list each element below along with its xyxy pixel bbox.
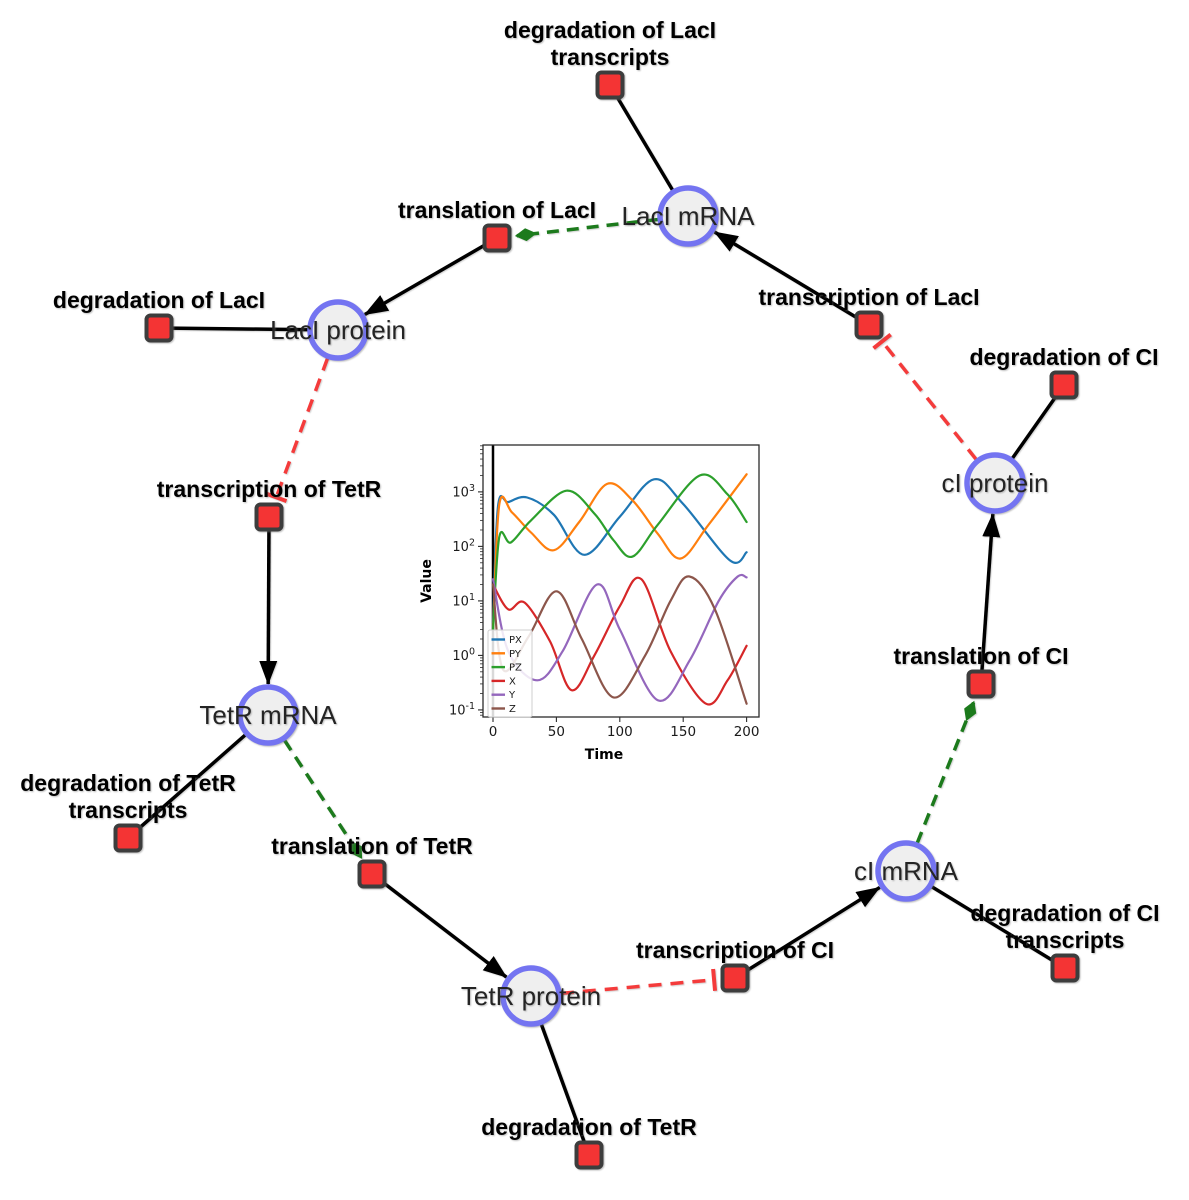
reaction-label-transl_ci-line0: translation of CI bbox=[893, 643, 1068, 669]
inset-timeseries-plot: 0 50 100 150 20010-1100101102103TimeValuePXP… bbox=[419, 444, 760, 763]
reaction-node-deg_laci bbox=[144, 313, 174, 343]
node-layer bbox=[113, 70, 1080, 1170]
legend-label-Z: Z bbox=[509, 704, 516, 715]
reaction-node-txn_ci bbox=[720, 963, 750, 993]
species-label-tetr_mrna: TetR mRNA bbox=[199, 700, 337, 730]
reaction-label-deg_tetr_tx-line0: degradation of TetR bbox=[20, 770, 236, 796]
reaction-label-deg_ci-line0: degradation of CI bbox=[969, 344, 1158, 370]
species-node-ci_mrna bbox=[875, 840, 937, 902]
reaction-node-deg_laci_tx bbox=[595, 70, 625, 100]
label-layer: degradation of LacItranscriptstranslatio… bbox=[20, 17, 1159, 1140]
species-node-tetr_mrna bbox=[237, 684, 299, 746]
edge-modifier-tetr_mrna-transl_tetr bbox=[282, 739, 363, 859]
reaction-label-deg_ci_tx-line1: transcripts bbox=[1006, 927, 1125, 953]
reaction-node-deg_ci bbox=[1049, 370, 1079, 400]
reaction-label-deg_laci-line0: degradation of LacI bbox=[53, 287, 265, 313]
x-tick-label: 150 bbox=[670, 724, 696, 740]
series-line-X bbox=[491, 576, 748, 706]
edge-modifier-laci_mrna-transl_laci bbox=[514, 217, 659, 242]
reaction-node-transl_tetr bbox=[357, 859, 387, 889]
legend-label-PZ: PZ bbox=[509, 663, 522, 674]
y-tick-label: 10-1 bbox=[449, 701, 475, 719]
series-line-PZ bbox=[491, 473, 748, 631]
edge-product-txn_ci-ci_mrna bbox=[734, 885, 881, 980]
reaction-label-deg_tetr-line0: degradation of TetR bbox=[481, 1114, 697, 1140]
edge-inhibitor-laci_prot-txn_tetr bbox=[265, 357, 330, 503]
reaction-label-transl_laci-line0: translation of LacI bbox=[398, 197, 596, 223]
reaction-node-transl_ci bbox=[966, 669, 996, 699]
y-tick-label: 102 bbox=[452, 537, 475, 555]
y-tick-label: 101 bbox=[452, 592, 475, 610]
reaction-node-deg_tetr bbox=[574, 1140, 604, 1170]
species-label-ci_prot: cI protein bbox=[942, 468, 1049, 498]
edge-product-transl_laci-laci_prot bbox=[363, 236, 498, 316]
legend-label-Y: Y bbox=[508, 690, 516, 701]
reaction-node-deg_tetr_tx bbox=[113, 823, 143, 853]
edge-product-transl_tetr-tetr_prot bbox=[370, 872, 508, 979]
reaction-label-txn_laci-line0: transcription of LacI bbox=[758, 284, 979, 310]
species-label-laci_mrna: LacI mRNA bbox=[622, 201, 756, 231]
y-tick-label: 103 bbox=[452, 483, 475, 501]
reaction-node-deg_ci_tx bbox=[1050, 953, 1080, 983]
reaction-node-transl_laci bbox=[482, 223, 512, 253]
edge-inhibitor-ci_prot-txn_laci bbox=[872, 332, 978, 461]
edge-product-txn_laci-laci_mrna bbox=[713, 230, 870, 327]
species-label-tetr_prot: TetR protein bbox=[461, 981, 601, 1011]
edge-reactant-ci_mrna-deg_ci_tx bbox=[905, 869, 1066, 970]
series-line-PY bbox=[491, 473, 748, 631]
edge-reactant-tetr_mrna-deg_tetr_tx bbox=[126, 713, 270, 840]
reaction-label-deg_ci_tx-line0: degradation of CI bbox=[970, 900, 1159, 926]
species-node-laci_mrna bbox=[657, 185, 719, 247]
reaction-label-txn_ci-line0: transcription of CI bbox=[636, 937, 834, 963]
plot-legend: PX PY PZ XYZ bbox=[487, 629, 533, 718]
reaction-label-deg_laci_tx-line0: degradation of LacI bbox=[504, 17, 716, 43]
reaction-label-deg_tetr_tx-line1: transcripts bbox=[69, 797, 188, 823]
reaction-node-txn_laci bbox=[854, 310, 884, 340]
x-axis-label: Time bbox=[585, 747, 623, 763]
legend-label-PY: PY bbox=[509, 649, 522, 660]
reaction-label-deg_laci_tx-line1: transcripts bbox=[551, 44, 670, 70]
species-label-ci_mrna: cI mRNA bbox=[854, 856, 959, 886]
x-tick-label: 200 bbox=[734, 724, 760, 740]
y-tick-label: 100 bbox=[452, 646, 475, 664]
edge-modifier-ci_mrna-transl_ci bbox=[915, 700, 977, 844]
legend-label-PX: PX bbox=[509, 635, 522, 646]
species-node-ci_prot bbox=[964, 452, 1026, 514]
species-node-laci_prot bbox=[307, 299, 369, 361]
reaction-label-txn_tetr-line0: transcription of TetR bbox=[157, 476, 382, 502]
x-tick-label: 50 bbox=[548, 724, 565, 740]
species-node-tetr_prot bbox=[500, 965, 562, 1027]
reaction-node-txn_tetr bbox=[254, 502, 284, 532]
species-label-laci_prot: LacI protein bbox=[270, 315, 406, 345]
legend-label-X: X bbox=[509, 676, 516, 687]
edge-product-transl_ci-ci_prot bbox=[979, 512, 1001, 685]
x-tick-label: 0 bbox=[489, 724, 498, 740]
x-tick-label: 100 bbox=[607, 724, 633, 740]
plot-frame bbox=[482, 444, 760, 718]
reaction-label-transl_tetr-line0: translation of TetR bbox=[271, 833, 473, 859]
y-axis-label: Value bbox=[419, 559, 435, 603]
edge-product-txn_tetr-tetr_mrna bbox=[259, 516, 278, 686]
edge-inhibitor-tetr_prot-txn_ci bbox=[560, 968, 718, 996]
